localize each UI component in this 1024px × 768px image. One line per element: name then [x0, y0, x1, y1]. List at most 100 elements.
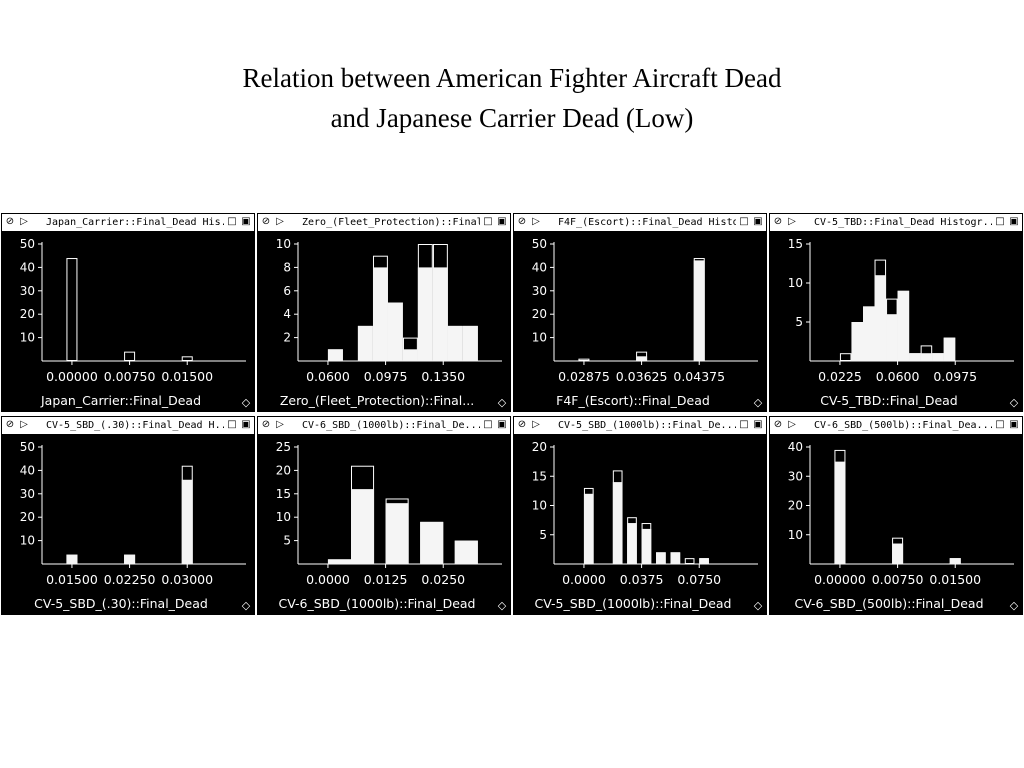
expand-triangle-icon[interactable]: ▷	[532, 419, 540, 430]
page-icon[interactable]: □	[739, 216, 749, 227]
x-tick-label: 0.00750	[872, 572, 924, 587]
resize-handle-icon[interactable]: ◇	[497, 396, 507, 409]
histogram-window[interactable]: ⊘ ▷ □ ▣ Japan_Carrier::Final_Dead His... 10 20…	[1, 213, 255, 412]
y-tick-label: 10	[788, 528, 803, 542]
histogram-bar-selected	[357, 325, 373, 361]
resize-handle-icon[interactable]: ◇	[497, 599, 507, 612]
close-icon[interactable]: ⊘	[517, 216, 527, 227]
histogram-svg: 10 20 30 40 50 0.01500 0.02250 0.03000	[20, 440, 246, 587]
page-icon[interactable]: □	[483, 419, 493, 430]
expand-triangle-icon[interactable]: ▷	[276, 419, 284, 430]
page-icon[interactable]: □	[483, 216, 493, 227]
page-icon[interactable]: □	[995, 216, 1005, 227]
close-icon[interactable]: ⊘	[5, 216, 15, 227]
expand-triangle-icon[interactable]: ▷	[788, 419, 796, 430]
histogram-bar-selected	[627, 523, 637, 564]
histogram-bar-selected	[949, 558, 961, 564]
expand-triangle-icon[interactable]: ▷	[20, 419, 28, 430]
close-icon[interactable]: ⊘	[773, 419, 783, 430]
resize-handle-icon[interactable]: ◇	[753, 599, 763, 612]
y-tick-label: 8	[283, 260, 291, 274]
resize-handle-icon[interactable]: ◇	[753, 396, 763, 409]
y-tick-label: 20	[532, 440, 547, 454]
histogram-bar-selected	[327, 349, 343, 361]
y-tick-label: 40	[788, 440, 803, 454]
y-tick-label: 25	[276, 440, 291, 454]
histogram-bar-selected	[943, 337, 956, 361]
close-icon[interactable]: ⊘	[261, 216, 271, 227]
histogram-svg: 5 10 15 20 25 0.0000 0.0125 0.0250	[276, 440, 502, 587]
window-title-bar[interactable]: ⊘ ▷ □ ▣ Japan_Carrier::Final_Dead His...	[2, 214, 254, 232]
histogram-bar-selected	[462, 325, 478, 361]
y-tick-label: 4	[283, 307, 291, 321]
x-tick-label: 0.00000	[814, 572, 866, 587]
x-axis-label: Japan_Carrier::Final_Dead	[40, 393, 202, 408]
expand-triangle-icon[interactable]: ▷	[276, 216, 284, 227]
histogram-bar-selected	[656, 552, 666, 564]
histogram-bar-selected	[834, 461, 846, 564]
resize-handle-icon[interactable]: ◇	[1009, 396, 1019, 409]
histogram-window[interactable]: ⊘ ▷ □ ▣ CV-5_SBD_(1000lb)::Final_De... 5 10 15 2…	[513, 416, 767, 615]
histogram-bar-selected	[641, 528, 652, 564]
window-title-bar[interactable]: ⊘ ▷ □ ▣ Zero_(Fleet_Protection)::Final...	[258, 214, 510, 232]
zoom-icon[interactable]: ▣	[1009, 216, 1019, 227]
page-icon[interactable]: □	[227, 216, 237, 227]
zoom-icon[interactable]: ▣	[241, 216, 251, 227]
y-tick-label: 5	[795, 315, 803, 329]
close-icon[interactable]: ⊘	[261, 419, 271, 430]
window-title: Japan_Carrier::Final_Dead His...	[46, 215, 224, 230]
expand-triangle-icon[interactable]: ▷	[788, 216, 796, 227]
histogram-bar-selected	[670, 552, 681, 564]
x-tick-label: 0.0000	[306, 572, 350, 587]
y-tick-label: 30	[20, 487, 35, 501]
x-tick-label: 0.0600	[876, 369, 920, 384]
histogram-bar-selected	[66, 554, 78, 564]
x-tick-label: 0.0750	[677, 572, 721, 587]
page-icon[interactable]: □	[995, 419, 1005, 430]
histogram-window[interactable]: ⊘ ▷ □ ▣ F4F_(Escort)::Final_Dead Histo...10 2…	[513, 213, 767, 412]
zoom-icon[interactable]: ▣	[497, 419, 507, 430]
zoom-icon[interactable]: ▣	[753, 216, 763, 227]
histogram-svg: 5 10 15 20 0.0000 0.0375 0.0750	[532, 440, 758, 587]
close-icon[interactable]: ⊘	[5, 419, 15, 430]
x-tick-label: 0.03000	[161, 572, 213, 587]
x-tick-label: 0.02875	[558, 369, 610, 384]
y-tick-label: 15	[532, 469, 547, 483]
close-icon[interactable]: ⊘	[517, 419, 527, 430]
window-title-bar[interactable]: ⊘ ▷ □ ▣ CV-5_TBD::Final_Dead Histogr...	[770, 214, 1022, 232]
zoom-icon[interactable]: ▣	[753, 419, 763, 430]
x-axis-label: Zero_(Fleet_Protection)::Final...	[279, 393, 475, 408]
page-icon[interactable]: □	[739, 419, 749, 430]
histogram-plot: 10 20 30 40 50 0.01500 0.02250 0.03000 CV-5_SBD_…	[2, 435, 254, 614]
y-tick-label: 40	[532, 260, 547, 274]
window-title-bar[interactable]: ⊘ ▷ □ ▣ F4F_(Escort)::Final_Dead Histo...	[514, 214, 766, 232]
x-tick-label: 0.00750	[104, 369, 156, 384]
resize-handle-icon[interactable]: ◇	[241, 599, 251, 612]
window-title-bar[interactable]: ⊘ ▷ □ ▣ CV-5_SBD_(.30)::Final_Dead H...	[2, 417, 254, 435]
x-tick-label: 0.0975	[933, 369, 977, 384]
page-icon[interactable]: □	[227, 419, 237, 430]
expand-triangle-icon[interactable]: ▷	[532, 216, 540, 227]
y-tick-label: 10	[788, 276, 803, 290]
close-icon[interactable]: ⊘	[773, 216, 783, 227]
expand-triangle-icon[interactable]: ▷	[20, 216, 28, 227]
slide-title-line2: and Japanese Carrier Dead (Low)	[330, 103, 694, 133]
zoom-icon[interactable]: ▣	[241, 419, 251, 430]
histogram-window[interactable]: ⊘ ▷ □ ▣ CV-6_SBD_(1000lb)::Final_De... 5 10 15 2…	[257, 416, 511, 615]
resize-handle-icon[interactable]: ◇	[241, 396, 251, 409]
resize-handle-icon[interactable]: ◇	[1009, 599, 1019, 612]
y-tick-label: 5	[283, 534, 291, 548]
y-tick-label: 10	[20, 331, 35, 345]
window-title-bar[interactable]: ⊘ ▷ □ ▣ CV-6_SBD_(1000lb)::Final_De...	[258, 417, 510, 435]
zoom-icon[interactable]: ▣	[497, 216, 507, 227]
histogram-bar-selected	[909, 353, 921, 361]
window-title-bar[interactable]: ⊘ ▷ □ ▣ CV-5_SBD_(1000lb)::Final_De...	[514, 417, 766, 435]
histogram-window[interactable]: ⊘▷□▣Zero_(Fleet_Protection)::Final...246…	[257, 213, 511, 412]
window-title-bar[interactable]: ⊘ ▷ □ ▣ CV-6_SBD_(500lb)::Final_Dea...	[770, 417, 1022, 435]
zoom-icon[interactable]: ▣	[1009, 419, 1019, 430]
histogram-window[interactable]: ⊘ ▷ □ ▣ CV-5_TBD::Final_Dead Histogr... 5 10 15…	[769, 213, 1023, 412]
histogram-bar	[578, 358, 590, 362]
histogram-window[interactable]: ⊘ ▷ □ ▣ CV-6_SBD_(500lb)::Final_Dea... 10 20 30…	[769, 416, 1023, 615]
histogram-window[interactable]: ⊘ ▷ □ ▣ CV-5_SBD_(.30)::Final_Dead H... 10 20 3…	[1, 416, 255, 615]
x-tick-label: 0.1350	[421, 369, 465, 384]
